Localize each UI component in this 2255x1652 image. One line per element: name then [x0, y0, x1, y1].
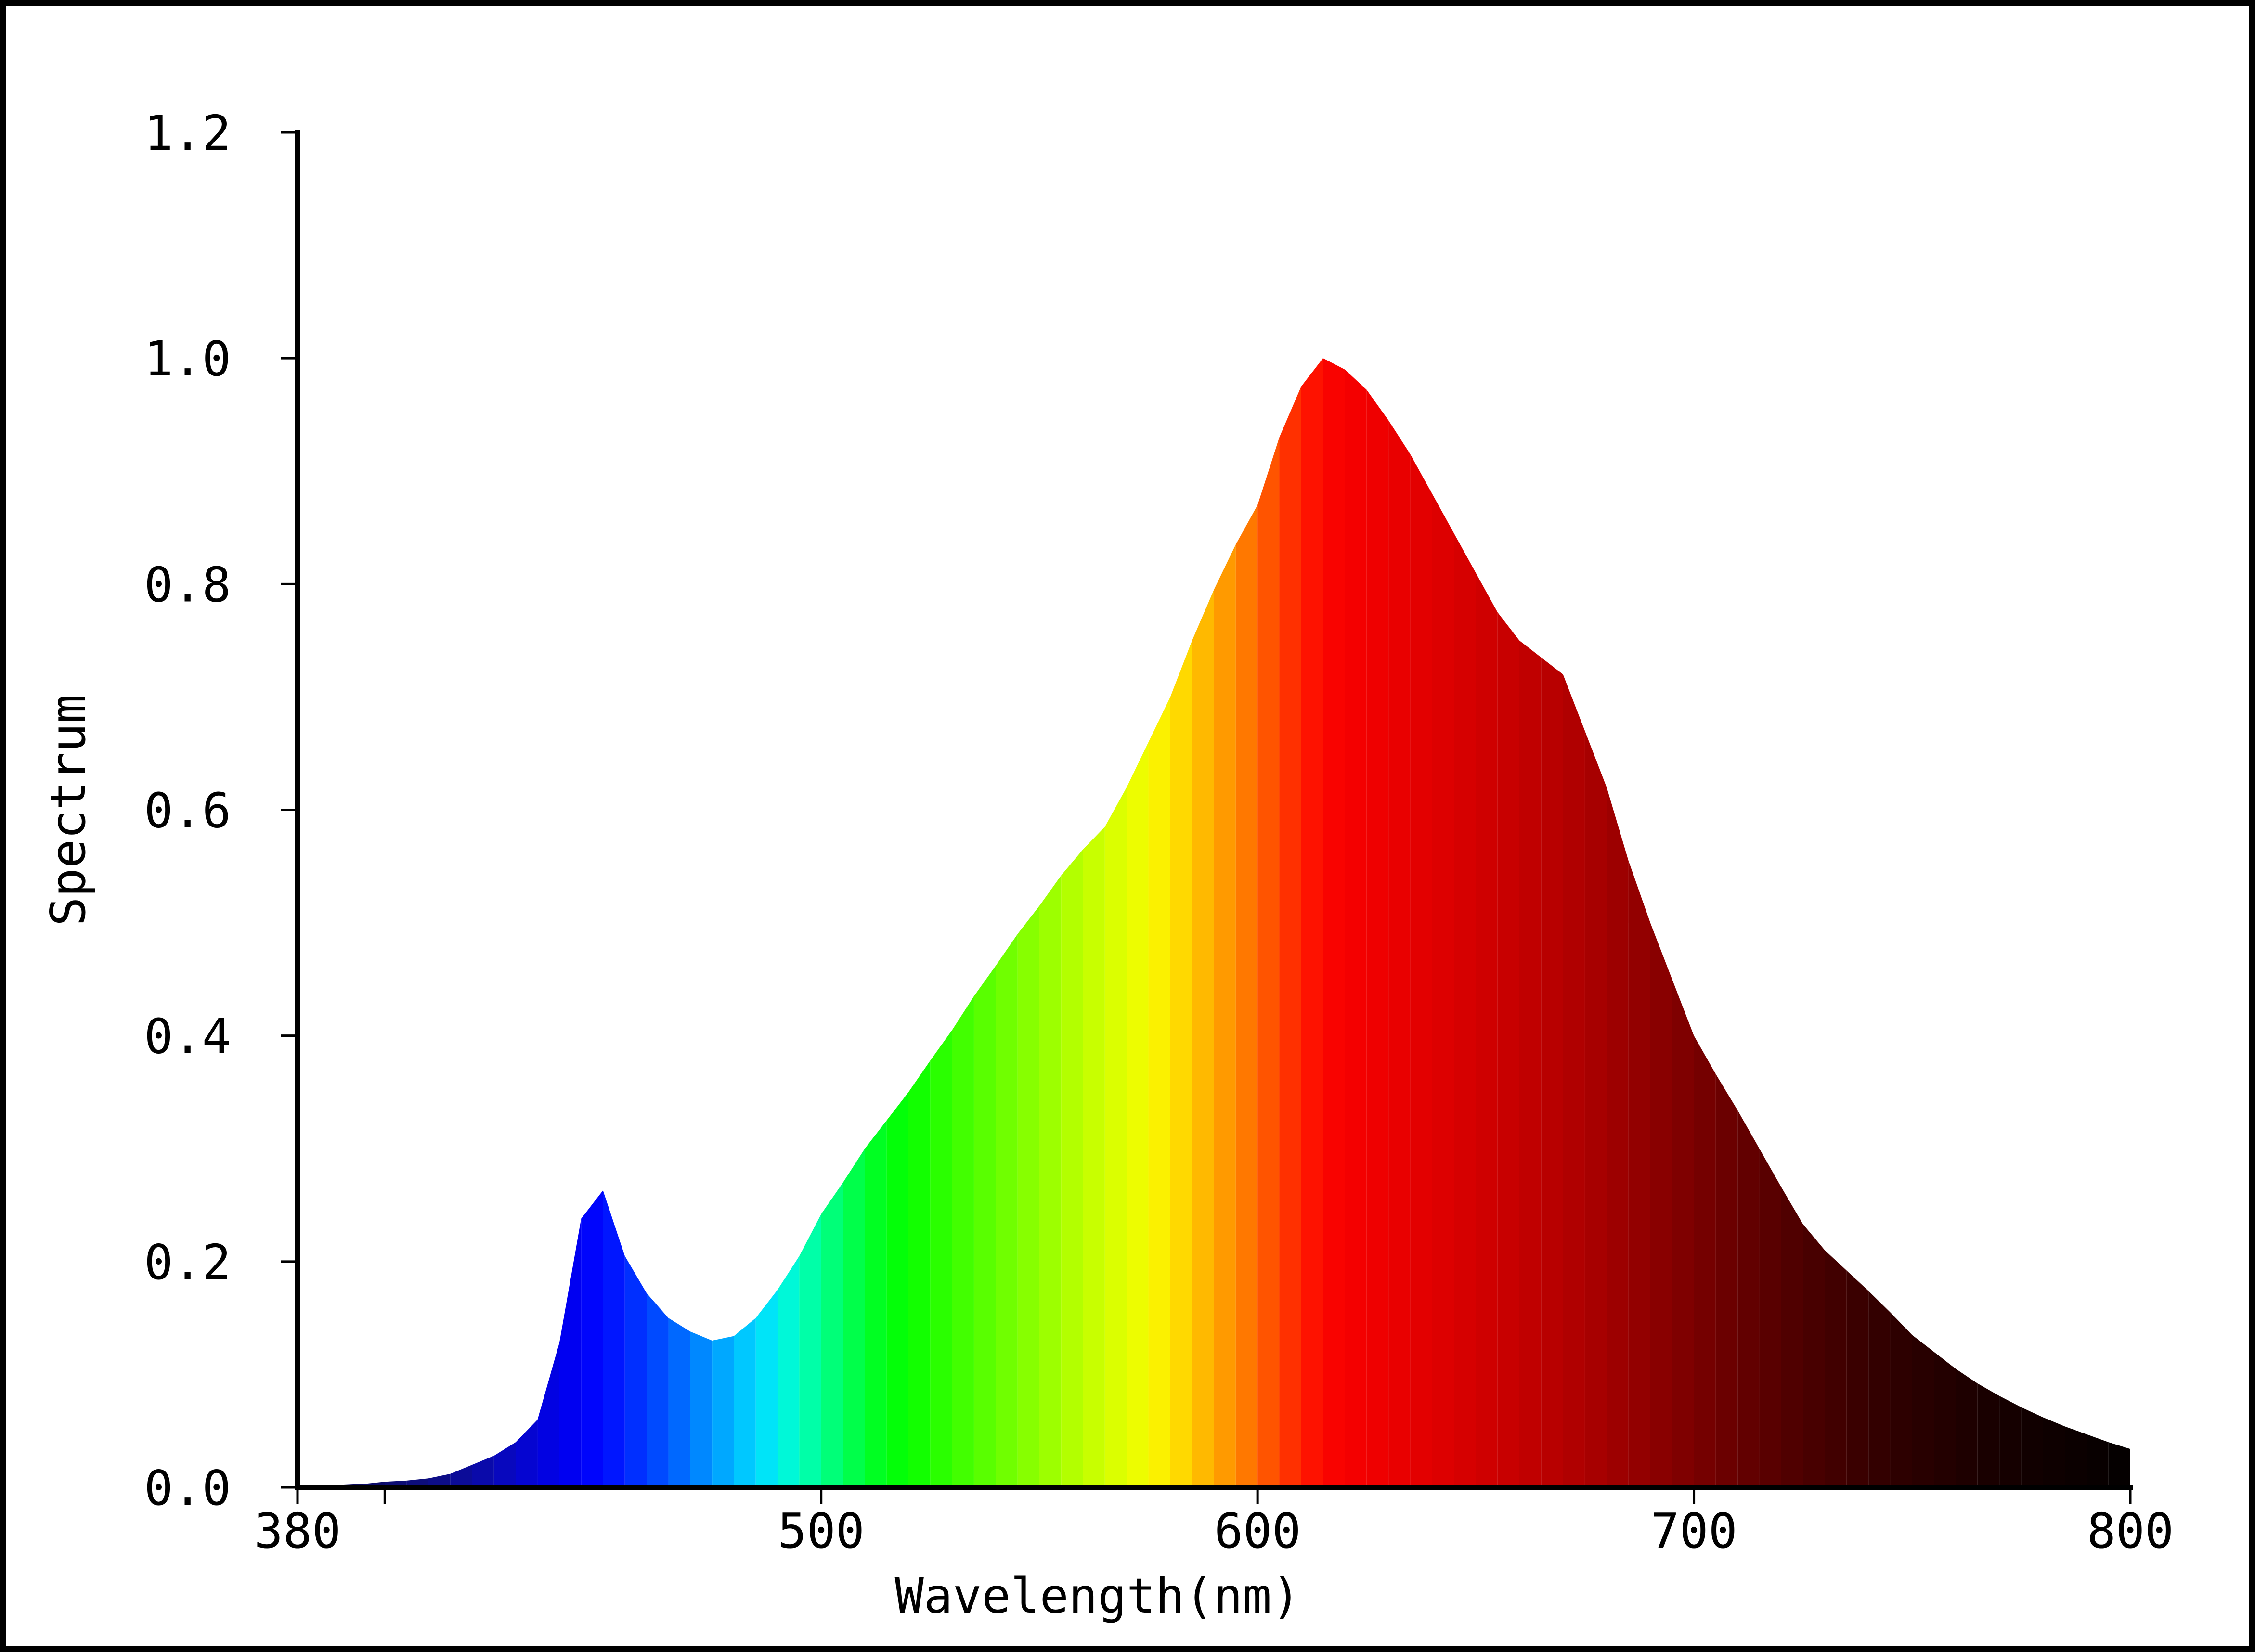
spectrum-band [1934, 1352, 1956, 1487]
spectrum-band [472, 1456, 494, 1487]
spectrum-band [1956, 1368, 1978, 1487]
spectrum-band [2043, 1417, 2065, 1487]
spectrum-band [624, 1256, 647, 1487]
x-tick-label: 500 [778, 1503, 865, 1559]
spectrum-band [930, 1030, 952, 1487]
spectrum-band [493, 1442, 516, 1487]
spectrum-band [865, 1120, 887, 1487]
y-tick-label: 0.4 [144, 1008, 231, 1065]
spectrum-band [647, 1293, 669, 1487]
spectrum-band [1999, 1395, 2022, 1487]
spectrum-band [1388, 420, 1411, 1487]
spectrum-band [778, 1256, 800, 1487]
y-tick-label: 0.6 [144, 783, 231, 839]
spectrum-band [1607, 787, 1629, 1487]
spectrum-band [952, 996, 974, 1487]
y-axis-title: Spectrum [40, 694, 96, 926]
spectrum-band [973, 966, 996, 1487]
spectrum-band [1803, 1224, 1825, 1487]
spectrum-band [843, 1149, 865, 1487]
spectrum-band [1345, 369, 1367, 1487]
spectrum-band [1825, 1250, 1847, 1487]
spectrum-band [1279, 386, 1301, 1487]
x-tick-label: 700 [1650, 1503, 1737, 1559]
spectrum-band [581, 1190, 603, 1487]
spectrum-band [712, 1336, 734, 1487]
spectrum-band [2087, 1434, 2109, 1487]
spectrum-band [1323, 358, 1345, 1487]
spectrum-band [1214, 544, 1236, 1487]
spectrum-band [1584, 731, 1607, 1487]
spectrum-band [2065, 1426, 2087, 1487]
spectrum-band [450, 1465, 472, 1487]
spectrum-band [537, 1342, 559, 1487]
y-tick-label: 0.8 [144, 556, 231, 613]
spectrum-band [1127, 742, 1149, 1487]
spectrum-band [428, 1473, 451, 1487]
spectrum-band [1017, 905, 1039, 1487]
spectrum-band [1694, 1035, 1716, 1487]
spectrum-band [1061, 849, 1083, 1487]
spectrum-band [1301, 358, 1323, 1487]
spectrum-band [2108, 1442, 2130, 1487]
spectrum-band [1868, 1291, 1891, 1487]
spectrum-band [690, 1331, 713, 1487]
spectrum-band [1454, 533, 1476, 1487]
spectrum-band [821, 1182, 843, 1487]
spectrum-band [1410, 454, 1432, 1487]
spectrum-band [559, 1218, 582, 1487]
axes: 380 500 600 700 800 0.0 0.2 0.4 0.6 0.8 1.0 1.2 [144, 105, 2174, 1559]
x-tick-label: 800 [2087, 1503, 2174, 1559]
spectrum-band [1519, 640, 1542, 1487]
spectrum-band [1563, 674, 1585, 1487]
spectrum-band [1497, 612, 1519, 1487]
spectrum-band [1781, 1187, 1803, 1487]
spectrum-band [1715, 1074, 1738, 1487]
spectrum-band [908, 1060, 931, 1487]
spectrum-band [1148, 697, 1170, 1487]
x-tick-label: 600 [1214, 1503, 1301, 1559]
spectrum-band [1235, 505, 1258, 1487]
x-tick-label: 380 [254, 1503, 341, 1559]
spectrum-band [886, 1092, 908, 1487]
spectrum-band [1170, 640, 1192, 1487]
spectrum-band [1083, 826, 1105, 1487]
spectrum-band [755, 1290, 778, 1487]
spectrum-band [1104, 787, 1127, 1487]
spectrum-band [1977, 1383, 2000, 1487]
spectrum-band [1912, 1335, 1934, 1487]
y-tick-label: 1.0 [144, 331, 231, 387]
spectrum-band [603, 1190, 625, 1487]
x-axis-title: Wavelength(nm) [895, 1568, 1301, 1624]
spectrum-band [996, 934, 1018, 1487]
spectrum-band [799, 1214, 821, 1487]
spectrum-band [1737, 1110, 1760, 1487]
spectrum-band [1476, 572, 1498, 1487]
spectrum-band [1628, 861, 1650, 1487]
spectrum-band [516, 1420, 538, 1487]
spectrum-band [734, 1318, 756, 1487]
spectrum-band [1257, 437, 1280, 1487]
spectrum-band [1759, 1149, 1781, 1487]
spectrum-band [668, 1318, 690, 1487]
spectrum-band [1846, 1270, 1869, 1487]
y-tick-label: 0.2 [144, 1234, 231, 1291]
y-tick-label: 1.2 [144, 105, 231, 161]
spectrum-band [1366, 389, 1389, 1487]
spectrum-band [2021, 1407, 2043, 1487]
spectrum-band [1432, 493, 1454, 1488]
spectrum-band [1672, 979, 1694, 1487]
spectrum-area [298, 358, 2130, 1488]
spectrum-band [1039, 875, 1062, 1487]
spectrum-band [1541, 657, 1563, 1487]
spectrum-band [1890, 1312, 1912, 1487]
y-tick-label: 0.0 [144, 1460, 231, 1516]
spectrum-band [1192, 590, 1214, 1487]
spectrum-band [1650, 923, 1672, 1487]
